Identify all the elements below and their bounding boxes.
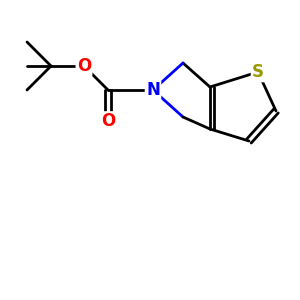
Text: N: N xyxy=(146,81,160,99)
Text: O: O xyxy=(101,112,115,130)
Text: S: S xyxy=(252,63,264,81)
Text: O: O xyxy=(77,57,91,75)
